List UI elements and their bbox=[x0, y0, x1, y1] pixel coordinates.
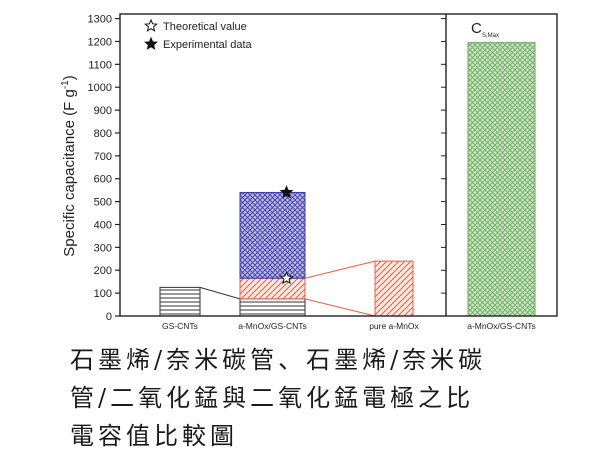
y-tick-label: 1200 bbox=[88, 36, 112, 48]
x-tick-label: a-MnOx/GS-CNTs bbox=[467, 321, 535, 331]
y-tick-label: 500 bbox=[94, 197, 112, 209]
connector-line bbox=[304, 298, 376, 317]
connector-line bbox=[199, 286, 241, 300]
caption-line: 石墨烯/奈米碳管、石墨烯/奈米碳 bbox=[70, 346, 487, 374]
y-tick-label: 1100 bbox=[88, 59, 112, 71]
legend: Theoretical value Experimental data bbox=[144, 18, 253, 51]
x-tick-label: pure a-MnOx bbox=[369, 321, 419, 331]
legend-filled-star-icon bbox=[144, 36, 158, 50]
y-tick-label: 400 bbox=[94, 219, 112, 231]
capacitance-bar-chart: 0 100 200 300 400 500 600 700 800 900 1000 1100 1200… bbox=[60, 13, 558, 331]
markers-layer bbox=[279, 185, 294, 285]
y-axis: 0 100 200 300 400 500 600 700 800 900 1000 1100 1200… bbox=[88, 14, 446, 323]
y-tick-label: 1300 bbox=[88, 14, 112, 26]
y-axis-label: Specific capacitance (F g-1) bbox=[60, 75, 78, 256]
panel-annotation: C S,Max bbox=[471, 20, 499, 39]
caption-line: 管/二氧化錳與二氧化錳電極之比 bbox=[70, 384, 475, 412]
bars-layer bbox=[159, 42, 536, 317]
bar-segment bbox=[467, 42, 536, 317]
y-tick-label: 800 bbox=[94, 128, 112, 140]
connectors-layer bbox=[199, 260, 376, 317]
y-axis-label-suffix: ) bbox=[61, 75, 78, 80]
legend-markers bbox=[144, 18, 158, 50]
y-tick-label: 600 bbox=[94, 174, 112, 186]
annotation-subscript: S,Max bbox=[482, 33, 499, 39]
x-axis-labels: GS-CNTs a-MnOx/GS-CNTs pure a-MnOx a-MnOx/G… bbox=[162, 321, 536, 331]
y-tick-label: 0 bbox=[106, 311, 112, 323]
x-tick-label: GS-CNTs bbox=[162, 321, 198, 331]
bar-segment bbox=[159, 286, 201, 317]
y-tick-label: 200 bbox=[94, 265, 112, 277]
connector-line bbox=[304, 260, 376, 279]
y-tick-label: 100 bbox=[94, 288, 112, 300]
annotation-symbol: C bbox=[471, 20, 482, 37]
legend-open-star-icon bbox=[144, 18, 158, 32]
bar-segment bbox=[239, 298, 306, 317]
legend-label-experimental: Experimental data bbox=[163, 39, 253, 51]
x-tick-label: a-MnOx/GS-CNTs bbox=[238, 321, 306, 331]
figure-caption: 石墨烯/奈米碳管、石墨烯/奈米碳 管/二氧化錳與二氧化錳電極之比 電容值比較圖 bbox=[70, 341, 590, 455]
y-tick-label: 1000 bbox=[88, 82, 112, 94]
plot-frame bbox=[119, 13, 558, 317]
bar-segment bbox=[374, 260, 414, 317]
theoretical-star-marker bbox=[279, 270, 294, 285]
y-axis-label-text: Specific capacitance (F g bbox=[61, 89, 78, 257]
experimental-star-marker bbox=[279, 185, 294, 199]
y-tick-label: 900 bbox=[94, 105, 112, 117]
bar-segment bbox=[239, 191, 306, 279]
caption-line: 電容值比較圖 bbox=[70, 422, 238, 450]
y-tick-label: 700 bbox=[94, 151, 112, 163]
y-tick-label: 300 bbox=[94, 242, 112, 254]
bar-segment bbox=[239, 277, 306, 300]
legend-label-theoretical: Theoretical value bbox=[163, 21, 247, 33]
y-axis-label-superscript: -1 bbox=[60, 80, 71, 89]
